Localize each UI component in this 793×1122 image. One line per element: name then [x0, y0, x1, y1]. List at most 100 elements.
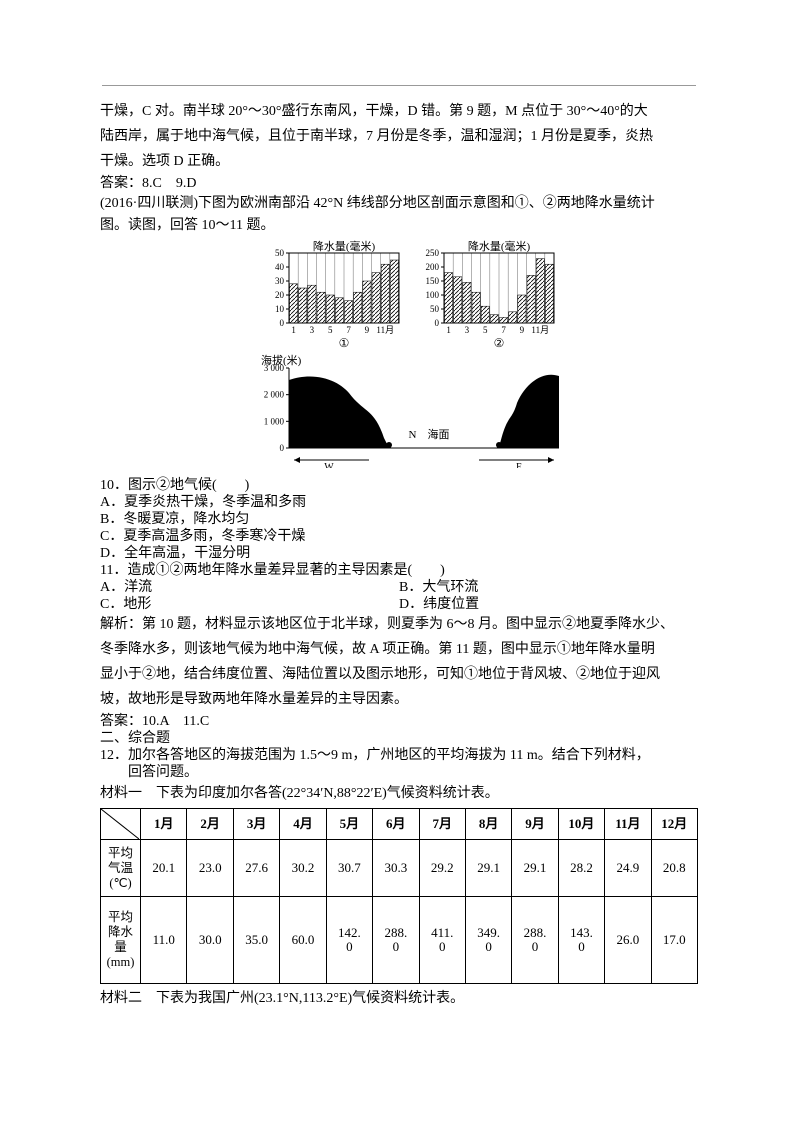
table-cell: 20.1: [141, 840, 187, 897]
answer-text: 答案：8.C 9.D: [100, 175, 698, 192]
svg-text:10: 10: [275, 304, 285, 314]
answer-text: 答案：10.A 11.C: [100, 713, 698, 730]
svg-text:30: 30: [275, 276, 285, 286]
table-cell: 143.0: [558, 897, 604, 984]
svg-text:降水量(毫米): 降水量(毫米): [313, 239, 376, 253]
table-header-row: 1月2月3月4月5月6月7月8月9月10月11月12月: [101, 809, 698, 840]
q11-optC: C．地形: [100, 596, 399, 613]
table-cell: 17.0: [651, 897, 697, 984]
table-cell: 30.0: [187, 897, 233, 984]
table-cell: 288.0: [373, 897, 419, 984]
section-heading: 二、综合题: [100, 730, 698, 747]
table-cell: 29.2: [419, 840, 465, 897]
question-intro: 图。读图，回答 10～11 题。: [100, 217, 698, 234]
q10-stem: 10．图示②地气候( ): [100, 477, 698, 494]
table-corner: [101, 809, 141, 840]
analysis-text: 解析：第 10 题，材料显示该地区位于北半球，则夏季为 6～8 月。图中显示②地…: [100, 613, 698, 638]
svg-text:7: 7: [501, 325, 506, 335]
table-row-header: 平均气温(℃): [101, 840, 141, 897]
table-month-header: 12月: [651, 809, 697, 840]
material2-heading: 材料二 下表为我国广州(23.1°N,113.2°E)气候资料统计表。: [100, 990, 698, 1007]
svg-text:9: 9: [365, 325, 370, 335]
table-month-header: 11月: [605, 809, 651, 840]
svg-text:11月: 11月: [531, 325, 549, 335]
svg-text:40: 40: [275, 262, 285, 272]
table-cell: 26.0: [605, 897, 651, 984]
svg-text:5: 5: [483, 325, 488, 335]
svg-text:W: W: [324, 462, 334, 468]
table-row-temperature: 平均气温(℃)20.123.027.630.230.730.329.229.12…: [101, 840, 698, 897]
svg-text:7: 7: [346, 325, 351, 335]
table-month-header: 8月: [465, 809, 511, 840]
table-cell: 30.7: [326, 840, 372, 897]
svg-text:20: 20: [275, 290, 285, 300]
svg-text:100: 100: [426, 290, 440, 300]
table-cell: 20.8: [651, 840, 697, 897]
table-cell: 24.9: [605, 840, 651, 897]
svg-text:0: 0: [435, 318, 440, 328]
table-cell: 349.0: [465, 897, 511, 984]
svg-text:降水量(毫米): 降水量(毫米): [468, 239, 531, 253]
explain-text: 干燥。选项 D 正确。: [100, 150, 698, 175]
table-month-header: 1月: [141, 809, 187, 840]
table-cell: 30.2: [280, 840, 326, 897]
explain-text: 陆西岸，属于地中海气候，且位于南半球，7 月份是冬季，温和湿润；1 月份是夏季，…: [100, 125, 698, 150]
analysis-text: 冬季降水多，则该地气候为地中海气候，故 A 项正确。第 11 题，图中显示①地年…: [100, 638, 698, 663]
table-month-header: 5月: [326, 809, 372, 840]
table-cell: 35.0: [233, 897, 279, 984]
table-cell: 60.0: [280, 897, 326, 984]
table-month-header: 7月: [419, 809, 465, 840]
header-rule: [102, 85, 696, 86]
svg-text:150: 150: [426, 276, 440, 286]
q12-stem: 12．加尔各答地区的海拔范围为 1.5～9 m，广州地区的平均海拔为 11 m。…: [100, 747, 698, 764]
svg-text:3 000: 3 000: [264, 363, 285, 373]
explain-text: 干燥，C 对。南半球 20°～30°盛行东南风，干燥，D 错。第 9 题，M 点…: [100, 100, 698, 125]
analysis-text: 坡，故地形是导致两地年降水量差异的主导因素。: [100, 688, 698, 713]
svg-text:200: 200: [426, 262, 440, 272]
table-month-header: 3月: [233, 809, 279, 840]
svg-text:250: 250: [426, 248, 440, 258]
svg-text:1: 1: [446, 325, 451, 335]
figure-container: 降水量(毫米)010203040501357911月①降水量(毫米)050100…: [100, 238, 698, 473]
q10-optA: A．夏季炎热干燥，冬季温和多雨: [100, 494, 698, 511]
table-month-header: 6月: [373, 809, 419, 840]
table-row-header: 平均降水量(mm): [101, 897, 141, 984]
table-month-header: 9月: [512, 809, 558, 840]
svg-text:3: 3: [310, 325, 315, 335]
svg-text:0: 0: [280, 318, 285, 328]
svg-text:②: ②: [494, 336, 505, 350]
table-cell: 142.0: [326, 897, 372, 984]
climate-table-kolkata: 1月2月3月4月5月6月7月8月9月10月11月12月 平均气温(℃)20.12…: [100, 808, 698, 984]
table-cell: 28.2: [558, 840, 604, 897]
table-cell: 23.0: [187, 840, 233, 897]
svg-text:5: 5: [328, 325, 333, 335]
svg-text:11月: 11月: [376, 325, 394, 335]
table-cell: 29.1: [512, 840, 558, 897]
q11-optD: D．纬度位置: [399, 596, 698, 613]
svg-text:1: 1: [291, 325, 296, 335]
q11-optA: A．洋流: [100, 579, 399, 596]
svg-text:①: ①: [339, 336, 350, 350]
table-month-header: 4月: [280, 809, 326, 840]
q10-optB: B．冬暖夏凉，降水均匀: [100, 511, 698, 528]
table-month-header: 10月: [558, 809, 604, 840]
svg-text:2 000: 2 000: [264, 389, 285, 399]
table-month-header: 2月: [187, 809, 233, 840]
q11-stem: 11．造成①②两地年降水量差异显著的主导因素是( ): [100, 562, 698, 579]
svg-text:E: E: [516, 462, 522, 468]
svg-text:0: 0: [280, 443, 285, 453]
table-cell: 288.0: [512, 897, 558, 984]
svg-text:3: 3: [465, 325, 470, 335]
table-cell: 411.0: [419, 897, 465, 984]
material1-heading: 材料一 下表为印度加尔各答(22°34′N,88°22′E)气候资料统计表。: [100, 785, 698, 802]
table-cell: 27.6: [233, 840, 279, 897]
svg-text:9: 9: [520, 325, 525, 335]
svg-text:50: 50: [430, 304, 440, 314]
svg-text:50: 50: [275, 248, 285, 258]
analysis-text: 显小于②地，结合纬度位置、海陆位置以及图示地形，可知①地位于背风坡、②地位于迎风: [100, 663, 698, 688]
q12-stem: 回答问题。: [128, 764, 698, 781]
q11-optB: B．大气环流: [399, 579, 698, 596]
figure-svg: 降水量(毫米)010203040501357911月①降水量(毫米)050100…: [219, 238, 579, 468]
table-cell: 30.3: [373, 840, 419, 897]
table-cell: 11.0: [141, 897, 187, 984]
